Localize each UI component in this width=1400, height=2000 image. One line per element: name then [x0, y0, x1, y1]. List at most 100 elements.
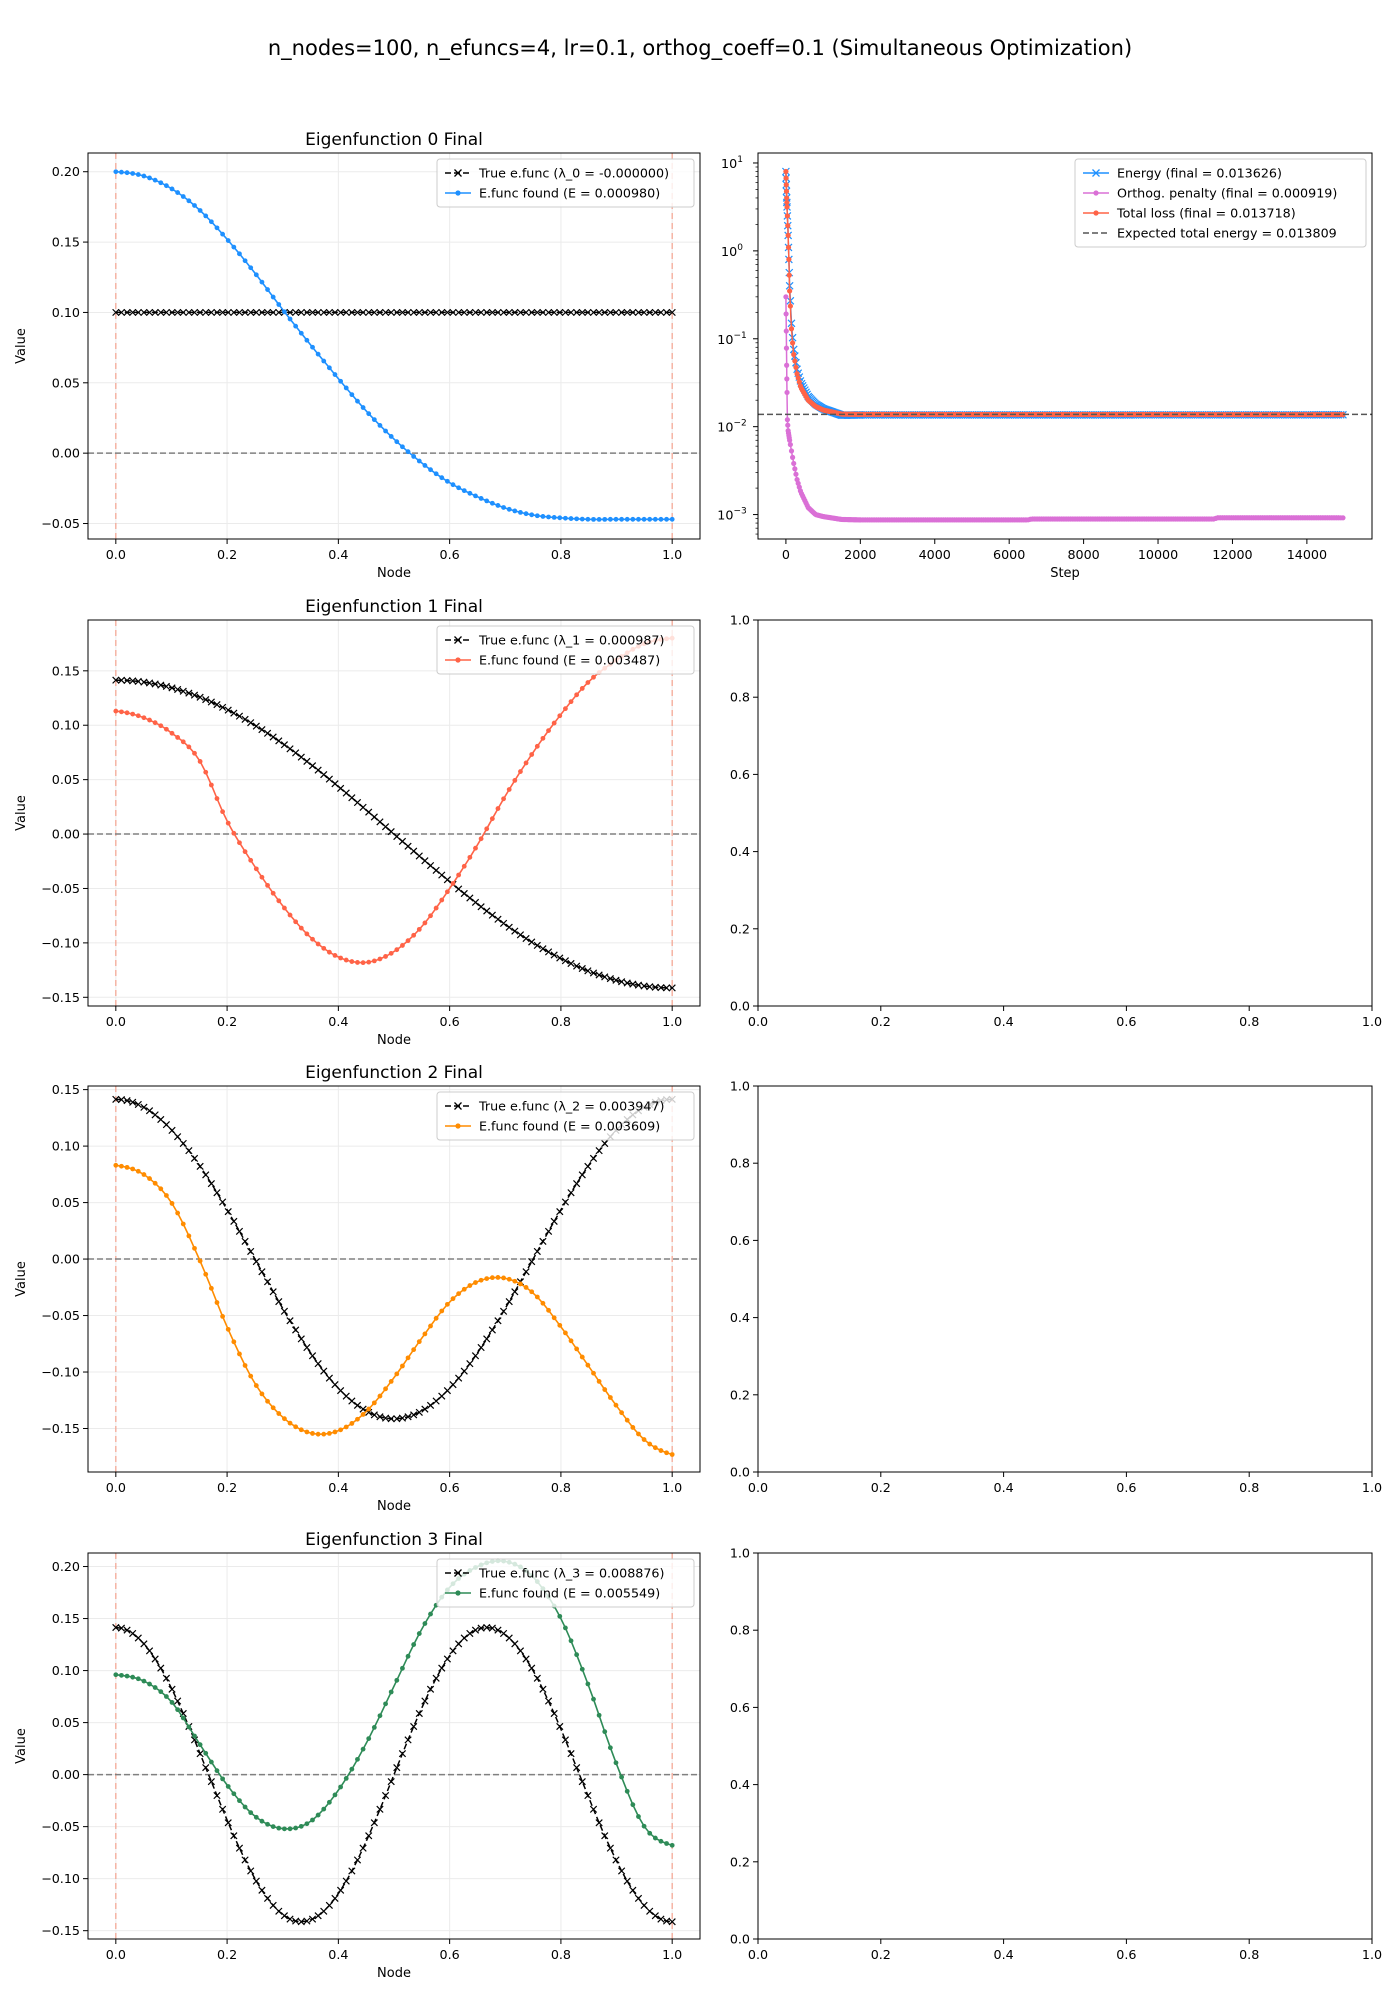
found-eigenfunction-point: [422, 1331, 428, 1337]
figure-suptitle: n_nodes=100, n_efuncs=4, lr=0.1, orthog_…: [268, 36, 1132, 61]
y-tick-label: −0.10: [41, 1365, 80, 1380]
true-eigenfunction-point: [646, 1907, 654, 1915]
x-tick-label: 0.0: [106, 1947, 126, 1962]
found-eigenfunction-point: [310, 1431, 315, 1436]
found-eigenfunction-point: [315, 941, 321, 947]
true-eigenfunction-point: [471, 1626, 480, 1634]
data-point: [787, 441, 793, 448]
found-eigenfunction-point: [534, 513, 540, 519]
data-point: [783, 345, 790, 351]
y-tick-label: −0.05: [41, 516, 80, 531]
found-eigenfunction-point: [293, 1424, 299, 1430]
x-tick-label: 1.0: [1362, 1480, 1382, 1495]
true-eigenfunction-point: [516, 1647, 525, 1655]
true-eigenfunction-point: [213, 1189, 221, 1197]
x-tick-label: 0.0: [748, 1014, 768, 1029]
true-eigenfunction-point: [657, 1915, 665, 1923]
found-eigenfunction-point: [512, 1278, 518, 1284]
true-eigenfunction-point: [325, 308, 333, 317]
axes-frame: [87, 1552, 701, 1940]
found-eigenfunction-point: [641, 516, 647, 522]
true-eigenfunction-point: [511, 1640, 519, 1648]
true-eigenfunction-point: [617, 978, 626, 986]
true-eigenfunction-point: [415, 308, 423, 317]
true-eigenfunction-point: [247, 308, 255, 317]
true-eigenfunction-point: [595, 1819, 603, 1827]
true-eigenfunction-point: [601, 1832, 609, 1840]
true-eigenfunction-point: [314, 1360, 322, 1368]
true-eigenfunction-point: [477, 308, 485, 317]
found-eigenfunction-point: [647, 516, 653, 522]
y-tick-label: 0.20: [52, 1559, 80, 1574]
y-tick-label: 0.0: [730, 1932, 750, 1947]
true-eigenfunction-point: [185, 689, 193, 697]
y-tick-label: 0.10: [52, 1139, 80, 1154]
found-eigenfunction-point: [647, 1830, 653, 1836]
y-tick-label: −0.10: [41, 935, 80, 950]
true-eigenfunction-series: [112, 1623, 676, 1926]
true-eigenfunction-point: [157, 681, 165, 689]
true-eigenfunction-point: [415, 1709, 423, 1718]
found-eigenfunction-point: [192, 203, 197, 208]
true-eigenfunction-point: [460, 1367, 468, 1375]
true-eigenfunction-point: [314, 1912, 322, 1920]
found-eigenfunction-point: [355, 960, 360, 965]
found-eigenfunction-point: [237, 251, 242, 257]
found-eigenfunction-point: [563, 1625, 568, 1631]
true-eigenfunction-point: [320, 308, 328, 317]
true-eigenfunction-point: [230, 1217, 238, 1226]
found-eigenfunction-point: [231, 830, 237, 836]
found-eigenfunction-point: [158, 1689, 164, 1695]
true-eigenfunction-point: [544, 1227, 553, 1235]
found-eigenfunction-point: [422, 920, 428, 926]
data-point: [788, 326, 795, 332]
true-eigenfunction-point: [629, 980, 637, 988]
found-eigenfunction-point: [248, 265, 254, 271]
true-eigenfunction-point: [263, 1278, 272, 1286]
true-eigenfunction-point: [303, 1343, 311, 1352]
data-point: [793, 364, 799, 370]
true-eigenfunction-point: [286, 1317, 294, 1325]
found-eigenfunction-point: [602, 516, 608, 522]
true-eigenfunction-point: [550, 1217, 558, 1226]
true-eigenfunction-point: [426, 308, 435, 317]
x-tick-label: 0.2: [217, 1480, 237, 1495]
empty-axes: 0.00.0 0.2 0.2 0.4 0.4 0.6 0.6 0.8 0.8 1.0 1.0: [730, 613, 1382, 1030]
y-tick-label: 0.4: [730, 1777, 750, 1792]
true-eigenfunction-point: [426, 861, 435, 870]
found-eigenfunction-point: [225, 1326, 231, 1332]
y-tick-label: 0.0: [730, 1465, 750, 1480]
true-eigenfunction-point: [336, 1387, 345, 1395]
true-eigenfunction-point: [505, 1298, 513, 1306]
true-eigenfunction-point: [398, 1414, 407, 1422]
true-eigenfunction-point: [533, 308, 541, 317]
true-eigenfunction-point: [179, 1139, 187, 1148]
true-eigenfunction-point: [522, 308, 530, 317]
true-eigenfunction-point: [303, 308, 311, 317]
true-eigenfunction-point: [190, 1736, 199, 1744]
true-eigenfunction-point: [601, 1139, 609, 1148]
true-eigenfunction-point: [308, 1915, 317, 1923]
legend-label: E.func found (E = 0.005549): [479, 1586, 660, 1601]
data-point: [784, 204, 790, 210]
found-eigenfunction-point: [574, 516, 580, 522]
plot-area: [758, 167, 1372, 523]
legend-label: E.func found (E = 0.003487): [479, 653, 660, 668]
true-eigenfunction-point: [410, 308, 418, 317]
legend-dot-marker: [455, 1123, 461, 1129]
true-eigenfunction-point: [544, 1697, 553, 1705]
found-eigenfunction-point: [473, 845, 478, 851]
true-eigenfunction-point: [539, 1685, 547, 1693]
found-eigenfunction-point: [579, 686, 585, 691]
tick-base: 10: [721, 156, 737, 171]
data-point: [793, 471, 799, 477]
found-eigenfunction-point: [619, 1774, 625, 1780]
y-tick-label: −0.05: [41, 881, 80, 896]
true-eigenfunction-point: [168, 684, 176, 692]
true-eigenfunction-point: [438, 1392, 446, 1400]
found-eigenfunction-point: [557, 515, 563, 521]
found-eigenfunction-point: [259, 1391, 265, 1397]
found-eigenfunction-point: [180, 194, 186, 199]
true-eigenfunction-point: [646, 308, 654, 317]
found-eigenfunction-point: [630, 1425, 636, 1430]
